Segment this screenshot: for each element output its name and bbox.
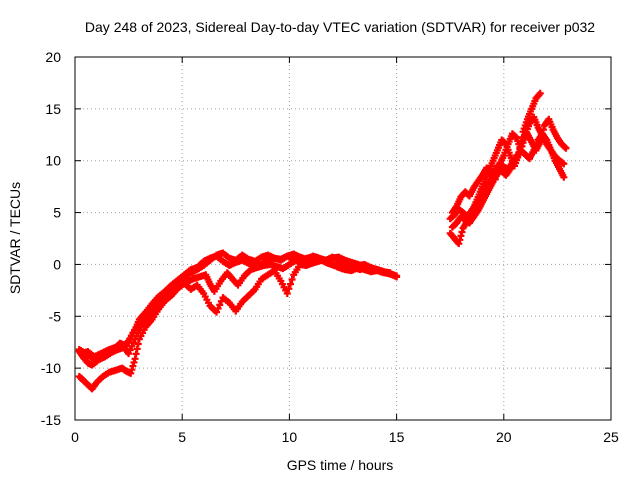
y-tick-label: 0 [53, 256, 61, 272]
data-point [214, 305, 222, 313]
data-point [216, 301, 224, 309]
data-point [536, 89, 544, 97]
data-point [285, 285, 293, 293]
series-track-8 [448, 130, 568, 231]
x-tick-label: 20 [496, 429, 512, 445]
x-tick-label: 0 [71, 429, 79, 445]
y-tick-label: 20 [45, 49, 61, 65]
data-point [386, 269, 394, 277]
y-tick-label: -10 [41, 360, 61, 376]
plot-frame [74, 56, 612, 421]
series-track-7 [446, 115, 570, 223]
data-point [126, 346, 134, 354]
data-point [125, 350, 133, 358]
chart-title: Day 248 of 2023, Sidereal Day-to-day VTE… [85, 19, 595, 35]
data-point [283, 289, 291, 297]
x-tick-label: 10 [282, 429, 298, 445]
x-tick-label: 15 [389, 429, 405, 445]
y-tick-label: 10 [45, 153, 61, 169]
y-axis-label: SDTVAR / TECUs [7, 182, 23, 294]
y-tick-label: -5 [49, 308, 62, 324]
y-tick-label: 5 [53, 205, 61, 221]
data-point [560, 160, 568, 168]
data-point [393, 273, 401, 281]
data-point [288, 275, 296, 283]
x-tick-label: 5 [178, 429, 186, 445]
series-track-4 [77, 249, 394, 362]
x-axis-label: GPS time / hours [287, 457, 394, 473]
data-points [75, 89, 570, 393]
x-tick-label: 25 [603, 429, 619, 445]
y-tick-label: 15 [45, 101, 61, 117]
series-track-3 [75, 256, 401, 393]
y-tick-label: -15 [41, 412, 61, 428]
data-point [286, 280, 294, 288]
data-point [562, 144, 570, 152]
data-point [560, 173, 568, 181]
data-point [213, 308, 221, 316]
